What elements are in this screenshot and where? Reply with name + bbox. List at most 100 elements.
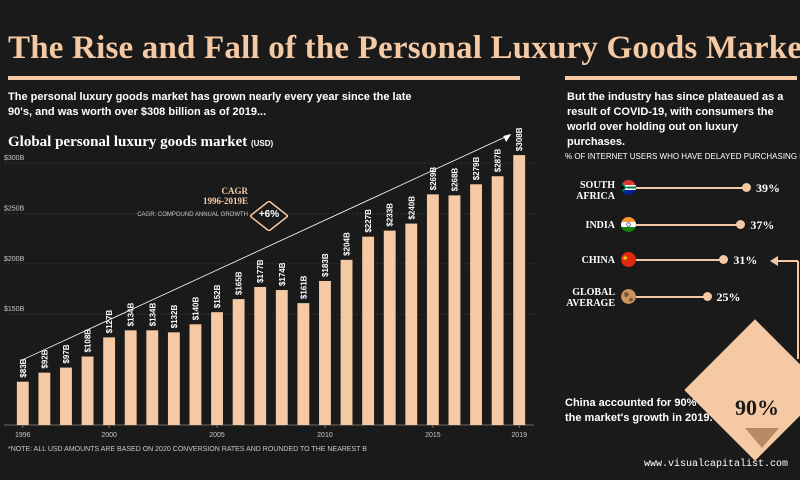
south-africa-flag-icon [621, 180, 636, 195]
data-label: $83B [19, 358, 28, 377]
title-rule-left [8, 76, 520, 80]
chart-title-unit: (USD) [250, 139, 274, 148]
data-label: $227B [364, 209, 373, 233]
india-flag-icon [621, 217, 636, 232]
china-share-diamond-shadow [745, 428, 779, 448]
survey-bar [636, 259, 724, 261]
bar [167, 332, 180, 425]
credit: www.visualcapitalist.com [644, 459, 789, 470]
bar [491, 176, 504, 425]
survey-bar [636, 296, 707, 298]
data-label: $165B [235, 271, 244, 295]
data-label: $92B [40, 349, 49, 368]
x-tick-label: 2005 [209, 432, 225, 439]
bar [81, 356, 94, 425]
survey-dot [742, 183, 751, 192]
x-tick-label: 2015 [425, 432, 441, 439]
bar [340, 259, 353, 425]
cagr-trend-arrowhead [503, 134, 512, 142]
bar [405, 223, 418, 425]
x-tick-label: 2019 [511, 432, 527, 439]
data-label: $161B [299, 275, 308, 299]
data-label: $134B [127, 303, 136, 327]
x-tick-label: 2000 [101, 432, 117, 439]
survey-pct: 37% [750, 218, 775, 232]
bar [362, 236, 375, 425]
data-label: $127B [105, 310, 114, 334]
y-tick-label: $150B [4, 306, 25, 313]
data-label: $268B [450, 168, 459, 192]
cagr-badge [250, 201, 288, 231]
bar [319, 280, 331, 425]
data-label: $233B [386, 203, 395, 227]
chart-title-main: Global personal luxury goods market [8, 134, 248, 150]
data-label: $174B [278, 262, 287, 286]
chart-title: Global personal luxury goods market (USD… [8, 134, 273, 151]
cagr-title: CAGR 1996-2019E [168, 186, 248, 206]
data-label: $177B [256, 259, 265, 283]
data-label: $287B [494, 148, 503, 172]
data-label: $183B [321, 253, 330, 277]
survey-dot [702, 292, 712, 301]
bar [254, 287, 267, 425]
china-share-value: 90% [735, 395, 779, 420]
data-label: $134B [148, 303, 157, 327]
y-tick-label: $250B [4, 206, 25, 213]
x-tick-label: 1996 [15, 432, 31, 439]
bar [297, 303, 310, 425]
bar [189, 324, 202, 425]
bar [103, 337, 116, 425]
survey-label: % OF INTERNET USERS WHO HAVE DELAYED PUR… [565, 152, 800, 161]
bar [60, 367, 72, 425]
china-note: China accounted for 90% of the market's … [565, 397, 713, 424]
bar [124, 330, 137, 425]
bar [470, 184, 482, 425]
data-label: $152B [213, 284, 222, 308]
bar [426, 194, 439, 425]
title-rule-right [565, 76, 797, 80]
data-label: $279B [472, 156, 481, 180]
data-label: $308B [515, 127, 524, 151]
china-arrow [770, 256, 799, 359]
bar [38, 372, 51, 425]
survey-bar [636, 187, 746, 189]
survey-pct: 39% [756, 181, 780, 195]
x-tick-label: 2010 [317, 432, 333, 439]
bar [275, 290, 288, 425]
bar [383, 230, 396, 425]
country-label: INDIA [585, 220, 615, 231]
bar [16, 381, 29, 425]
page-title: The Rise and Fall of the Personal Luxury… [8, 30, 800, 66]
china-flag-icon [621, 252, 636, 267]
data-label: $204B [343, 232, 352, 256]
luxury-market-bar-chart: $150B $200B $250B $300B $83B $92B $97B $108B $12… [4, 127, 534, 439]
country-label: GLOBAL AVERAGE [566, 287, 615, 309]
survey-pct: 31% [733, 253, 758, 267]
data-label: $108B [84, 329, 93, 353]
cagr-value: +6% [258, 209, 280, 220]
cagr-period: 1996-2019E [203, 196, 248, 206]
cagr-trend-line [22, 136, 506, 361]
data-label: $140B [191, 296, 200, 320]
bar [211, 312, 223, 425]
country-label: SOUTH AFRICA [576, 180, 615, 202]
data-label: $240B [407, 196, 416, 220]
bar [232, 299, 245, 425]
data-label: $269B [429, 167, 438, 191]
y-tick-label: $300B [4, 155, 25, 162]
survey-pct: 25% [716, 290, 741, 304]
globe-icon [621, 289, 636, 304]
y-tick-label: $200B [4, 256, 25, 263]
bar [513, 155, 526, 426]
intro-text: The personal luxury goods market has gro… [8, 91, 412, 118]
survey-dot [736, 220, 746, 229]
bar [448, 195, 461, 425]
data-label: $97B [62, 344, 71, 363]
cagr-description: CAGR: COMPOUND ANNUAL GROWTH [137, 212, 248, 218]
data-label: $132B [170, 305, 179, 329]
country-label: CHINA [581, 255, 615, 266]
cagr-label: CAGR [221, 186, 249, 196]
footnote: *NOTE: ALL USD AMOUNTS ARE BASED ON 2020… [8, 446, 367, 453]
right-intro-text: But the industry has since plateaued as … [567, 91, 784, 148]
survey-dot [719, 255, 729, 264]
